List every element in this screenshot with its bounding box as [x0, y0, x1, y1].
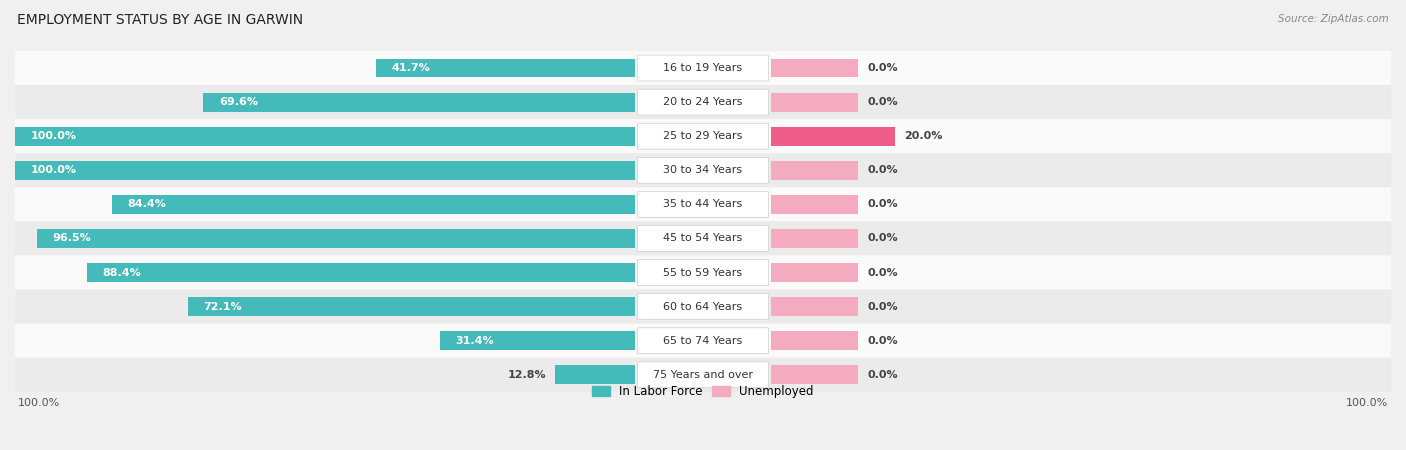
Bar: [770, 127, 896, 146]
Text: 0.0%: 0.0%: [868, 97, 898, 107]
Text: 0.0%: 0.0%: [868, 302, 898, 312]
FancyBboxPatch shape: [637, 328, 769, 354]
Bar: [770, 297, 858, 316]
FancyBboxPatch shape: [15, 221, 1391, 256]
Bar: [188, 297, 636, 316]
Bar: [770, 93, 858, 112]
FancyBboxPatch shape: [637, 55, 769, 81]
FancyBboxPatch shape: [15, 51, 1391, 85]
Bar: [15, 127, 636, 146]
Text: 30 to 34 Years: 30 to 34 Years: [664, 165, 742, 176]
FancyBboxPatch shape: [15, 324, 1391, 358]
Text: 45 to 54 Years: 45 to 54 Years: [664, 234, 742, 243]
Bar: [770, 161, 858, 180]
Text: 60 to 64 Years: 60 to 64 Years: [664, 302, 742, 312]
Text: 88.4%: 88.4%: [103, 268, 141, 278]
Text: 100.0%: 100.0%: [31, 165, 76, 176]
Text: 20 to 24 Years: 20 to 24 Years: [664, 97, 742, 107]
Bar: [15, 161, 636, 180]
FancyBboxPatch shape: [637, 260, 769, 285]
FancyBboxPatch shape: [637, 225, 769, 252]
Text: 16 to 19 Years: 16 to 19 Years: [664, 63, 742, 73]
FancyBboxPatch shape: [637, 158, 769, 183]
FancyBboxPatch shape: [15, 187, 1391, 221]
FancyBboxPatch shape: [637, 89, 769, 115]
Text: 0.0%: 0.0%: [868, 199, 898, 209]
Text: 0.0%: 0.0%: [868, 268, 898, 278]
Bar: [87, 263, 636, 282]
FancyBboxPatch shape: [637, 362, 769, 388]
Text: 0.0%: 0.0%: [868, 234, 898, 243]
Text: 31.4%: 31.4%: [456, 336, 495, 346]
Text: 100.0%: 100.0%: [18, 398, 60, 408]
FancyBboxPatch shape: [637, 191, 769, 217]
FancyBboxPatch shape: [15, 256, 1391, 290]
Bar: [111, 195, 636, 214]
Text: EMPLOYMENT STATUS BY AGE IN GARWIN: EMPLOYMENT STATUS BY AGE IN GARWIN: [17, 14, 304, 27]
FancyBboxPatch shape: [15, 290, 1391, 324]
Bar: [204, 93, 636, 112]
Text: 12.8%: 12.8%: [508, 370, 546, 380]
Text: 55 to 59 Years: 55 to 59 Years: [664, 268, 742, 278]
Text: 75 Years and over: 75 Years and over: [652, 370, 754, 380]
Text: Source: ZipAtlas.com: Source: ZipAtlas.com: [1278, 14, 1389, 23]
Text: 0.0%: 0.0%: [868, 165, 898, 176]
Text: 35 to 44 Years: 35 to 44 Years: [664, 199, 742, 209]
Text: 69.6%: 69.6%: [219, 97, 257, 107]
FancyBboxPatch shape: [15, 119, 1391, 153]
Text: 20.0%: 20.0%: [904, 131, 943, 141]
FancyBboxPatch shape: [637, 294, 769, 320]
Text: 96.5%: 96.5%: [52, 234, 91, 243]
Text: 25 to 29 Years: 25 to 29 Years: [664, 131, 742, 141]
Bar: [770, 331, 858, 350]
Text: 0.0%: 0.0%: [868, 370, 898, 380]
Bar: [770, 365, 858, 384]
FancyBboxPatch shape: [637, 123, 769, 149]
FancyBboxPatch shape: [15, 85, 1391, 119]
Bar: [770, 195, 858, 214]
Text: 84.4%: 84.4%: [127, 199, 166, 209]
Text: 41.7%: 41.7%: [392, 63, 430, 73]
Bar: [770, 229, 858, 248]
FancyBboxPatch shape: [15, 358, 1391, 392]
Text: 72.1%: 72.1%: [204, 302, 242, 312]
Bar: [770, 58, 858, 77]
Bar: [440, 331, 636, 350]
FancyBboxPatch shape: [15, 153, 1391, 187]
Text: 100.0%: 100.0%: [1346, 398, 1388, 408]
Bar: [770, 263, 858, 282]
Text: 65 to 74 Years: 65 to 74 Years: [664, 336, 742, 346]
Text: 0.0%: 0.0%: [868, 63, 898, 73]
Text: 0.0%: 0.0%: [868, 336, 898, 346]
Bar: [555, 365, 636, 384]
Bar: [377, 58, 636, 77]
Legend: In Labor Force, Unemployed: In Labor Force, Unemployed: [592, 385, 814, 398]
Text: 100.0%: 100.0%: [31, 131, 76, 141]
Bar: [37, 229, 636, 248]
